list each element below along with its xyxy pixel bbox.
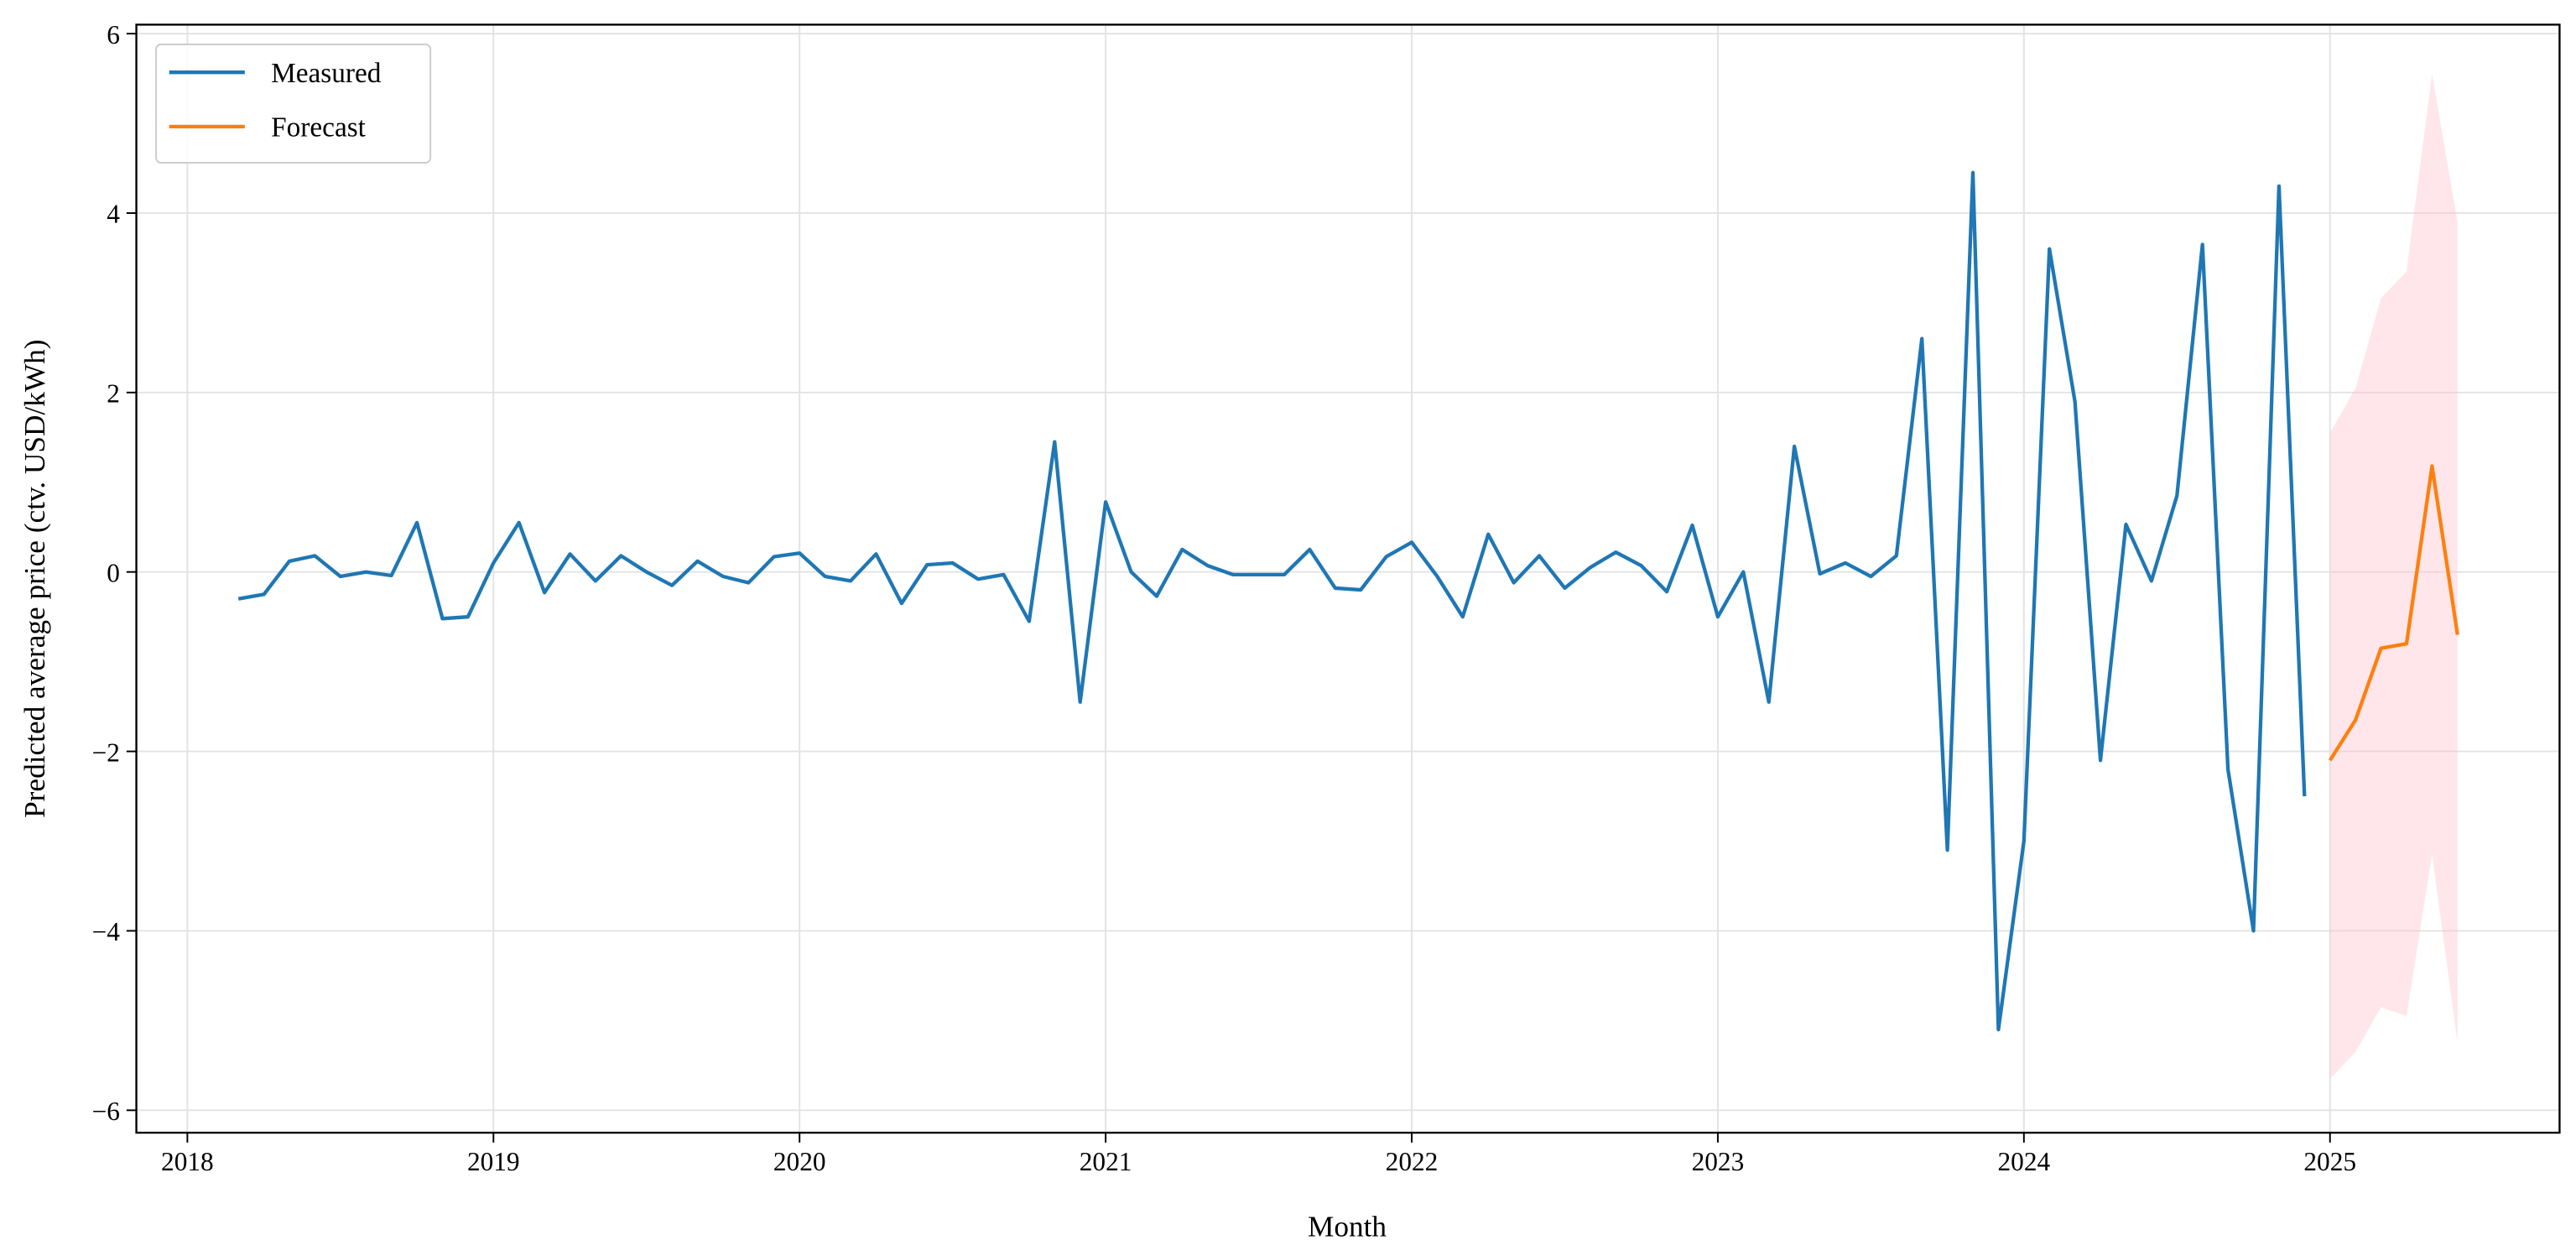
plot-frame — [135, 23, 2561, 1134]
x-tick-label: 2021 — [1080, 1147, 1132, 1176]
x-axis-label: Month — [1308, 1210, 1387, 1243]
confidence-band — [2329, 74, 2458, 1079]
y-axis-label: Predicted average price (ctv. USD/kWh) — [18, 340, 51, 818]
series-line — [237, 170, 2307, 1032]
y-tick-label: −6 — [92, 1097, 120, 1126]
x-tick-label: 2022 — [1386, 1147, 1439, 1176]
y-tick-label: 4 — [107, 200, 120, 229]
x-tick-label: 2024 — [1998, 1147, 2051, 1176]
x-tick-label: 2018 — [161, 1147, 214, 1176]
y-tick-label: −4 — [92, 917, 121, 946]
x-tick-label: 2019 — [467, 1147, 520, 1176]
x-tick-label: 2020 — [773, 1147, 826, 1176]
x-tick-label: 2023 — [1692, 1147, 1745, 1176]
y-tick-label: 6 — [107, 20, 120, 50]
y-tick-label: −2 — [92, 737, 120, 767]
x-tick-label: 2025 — [2303, 1147, 2356, 1176]
legend-label: Forecast — [271, 112, 367, 143]
series-line — [2328, 464, 2459, 762]
y-tick-label: 0 — [107, 558, 120, 587]
y-tick-label: 2 — [107, 379, 120, 409]
legend-label: Measured — [271, 58, 382, 89]
